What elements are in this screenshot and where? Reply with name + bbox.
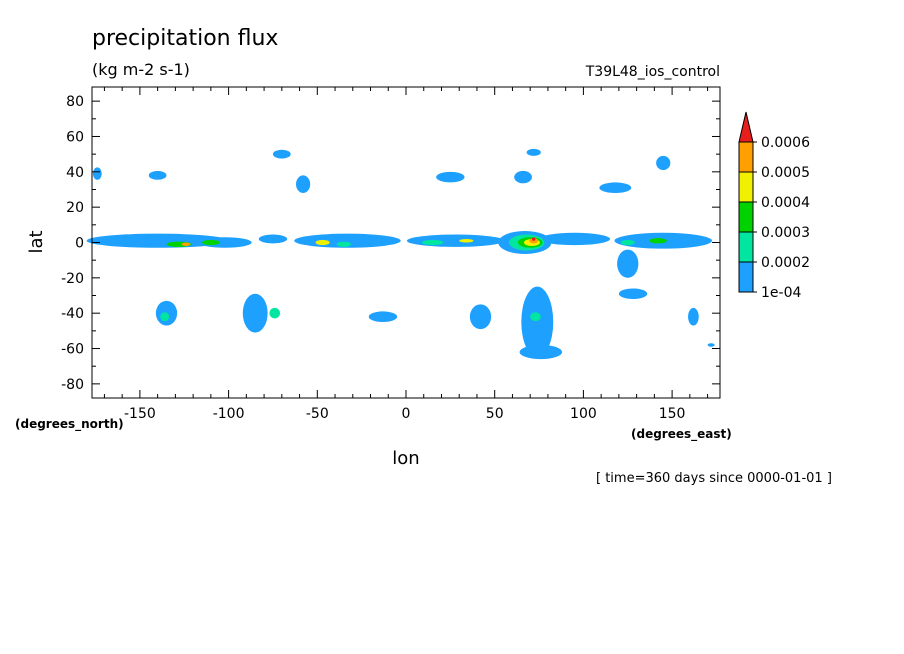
precip-region-west-pacific-core (649, 238, 667, 244)
precip-region-itcz-mid (258, 234, 288, 244)
colorbar-label: 0.0005 (761, 165, 810, 181)
precip-region-n-mid-2 (436, 171, 465, 183)
precip-region-indian-ocean-l6 (531, 237, 536, 241)
y-units-label: (degrees_north) (15, 417, 124, 432)
precip-region-itcz-atlantic-core2 (336, 241, 352, 247)
precip-region-n-mid-7 (92, 167, 102, 180)
colorbar-label: 0.0006 (761, 135, 810, 151)
precip-region-s-mid-5-core (530, 312, 541, 322)
precip-region-itcz-africa-core (421, 239, 444, 246)
x-axis-ticks: -150 -100 -50 0 50 100 150 (103, 87, 709, 422)
x-tick-label: -50 (306, 406, 329, 422)
chart-title: precipitation flux (92, 26, 278, 51)
colorbar-label: 0.0002 (761, 255, 810, 271)
colorbar-segment (738, 201, 754, 233)
precip-region-itcz-east-pacific (86, 233, 229, 248)
y-tick-label: 20 (66, 200, 84, 216)
x-tick-label: 150 (659, 406, 686, 422)
precip-region-s-mid-9 (707, 343, 715, 347)
x-axis-label: lon (392, 448, 419, 469)
precip-region-s-mid-4 (469, 304, 492, 330)
y-tick-label: -20 (61, 271, 84, 287)
precip-region-west-pacific-core2 (620, 239, 635, 246)
x-tick-label: 0 (402, 406, 411, 422)
y-tick-label: -40 (61, 306, 84, 322)
precip-region-n-mid-3 (514, 170, 532, 184)
precip-region-itcz-central-pacific-core (201, 239, 220, 246)
precip-region-itcz-atlantic-core (315, 239, 330, 246)
precip-region-n-pacific-2 (296, 175, 311, 194)
y-tick-label: 80 (66, 94, 84, 110)
precip-region-itcz-east-pacific-max (181, 242, 191, 247)
colorbar-segment (738, 261, 754, 293)
precip-region-n-mid-1 (148, 170, 167, 180)
precip-region-n-mid-5 (599, 182, 632, 194)
precip-region-s-mid-7 (618, 288, 648, 300)
colorbar-segment (738, 141, 754, 173)
colorbar: 1e-04 0.0002 0.0003 0.0004 0.0005 0.0006 (738, 111, 810, 301)
precip-region-maritime-continent (539, 232, 611, 246)
precip-region-s-mid-1-core (160, 312, 170, 322)
time-label: [ time=360 days since 0000-01-01 ] (596, 471, 832, 486)
precip-region-spcz (617, 249, 639, 278)
colorbar-segment (738, 231, 754, 263)
precip-region-itcz-africa (406, 234, 505, 247)
y-axis-label: lat (26, 230, 47, 253)
colorbar-label: 0.0003 (761, 225, 810, 241)
x-tick-label: 100 (570, 406, 597, 422)
y-tick-label: 60 (66, 129, 84, 145)
precip-region-n-mid-6 (656, 155, 671, 171)
precip-region-s-mid-5 (521, 286, 554, 358)
y-tick-label: -60 (61, 342, 84, 358)
x-units-label: (degrees_east) (631, 427, 732, 442)
y-tick-label: 0 (75, 236, 84, 252)
colorbar-label: 0.0004 (761, 195, 810, 211)
y-axis-ticks: 80 60 40 20 0 -20 -40 -60 -80 (61, 94, 720, 393)
precip-region-s-mid-2 (242, 293, 268, 333)
x-tick-label: 50 (486, 406, 504, 422)
colorbar-label: 1e-04 (761, 285, 801, 301)
precip-region-s-mid-3 (368, 311, 398, 323)
experiment-label: T39L48_ios_control (585, 64, 720, 80)
colorbar-segment (738, 171, 754, 203)
precip-region-n-pacific-1 (272, 149, 291, 159)
x-tick-label: -100 (213, 406, 245, 422)
y-tick-label: 40 (66, 165, 84, 181)
precipitation-field (86, 148, 715, 360)
colorbar-max-triangle (738, 111, 754, 143)
units-label: (kg m-2 s-1) (92, 60, 190, 79)
y-tick-label: -80 (61, 377, 84, 393)
x-tick-label: -150 (124, 406, 156, 422)
precip-region-n-mid-4 (526, 148, 541, 156)
precip-region-s-mid-2-core (269, 307, 281, 319)
precip-region-s-mid-8 (688, 307, 699, 326)
precip-region-s-mid-6 (519, 344, 563, 360)
precip-region-itcz-central-pacific (198, 237, 252, 248)
precip-region-itcz-africa-core2 (459, 238, 474, 243)
